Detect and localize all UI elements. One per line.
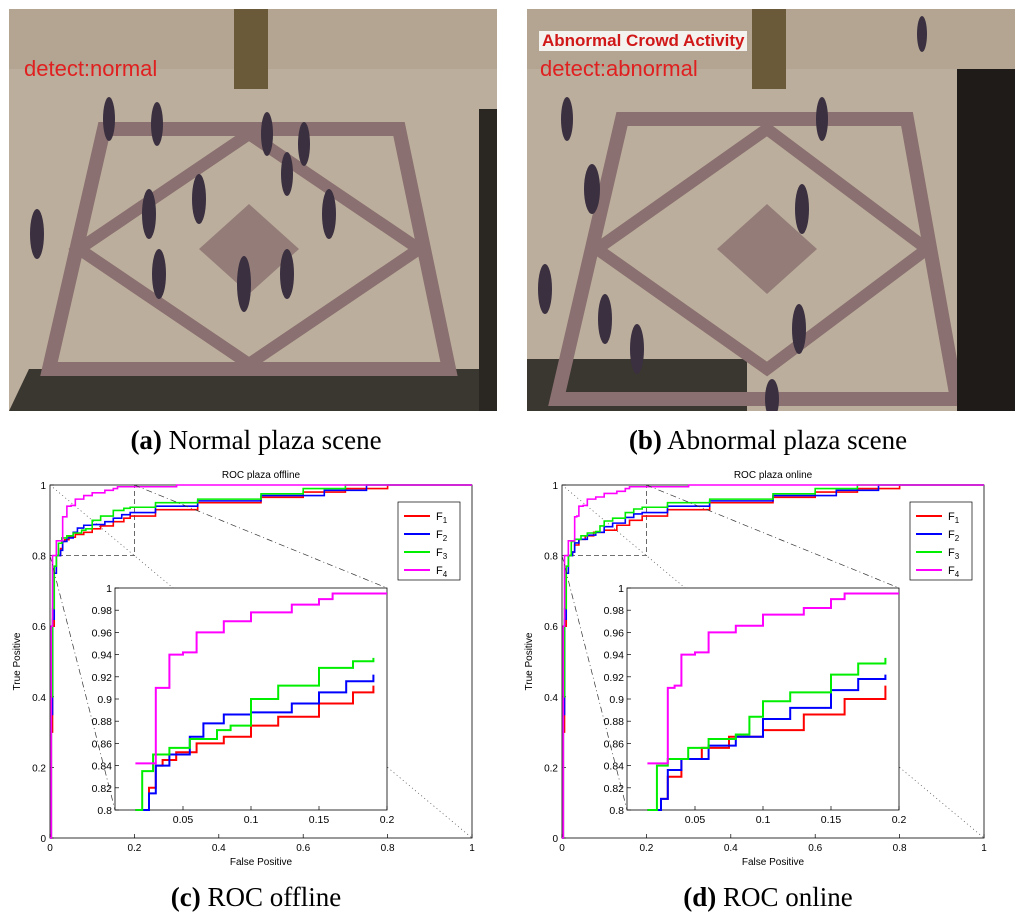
y-tick-label: 0	[40, 834, 46, 845]
x-tick-label: 0.4	[724, 843, 738, 854]
inset-y-tick-label: 0.8	[609, 805, 624, 817]
detect-normal-label: detect:normal	[24, 56, 158, 81]
inset-y-tick-label: 0.94	[604, 650, 625, 662]
zoom-connector	[561, 555, 628, 811]
y-tick-label: 0.8	[32, 552, 46, 563]
legend	[397, 501, 461, 581]
legend-label-f3: F3	[436, 547, 448, 561]
x-tick-label: 0	[559, 843, 565, 854]
inset-x-tick-label: 0.2	[892, 814, 907, 826]
inset-y-tick-label: 0.94	[92, 650, 113, 662]
zoom-region-box	[562, 485, 647, 556]
legend-label-f3: F3	[948, 547, 960, 561]
y-tick-label: 0.6	[32, 622, 46, 633]
inset-series-line-f2	[135, 674, 375, 811]
inset-series-line-f4	[647, 592, 899, 765]
x-tick-label: 0.2	[639, 843, 653, 854]
inset-y-tick-label: 0.9	[609, 694, 624, 706]
y-tick-label: 0.6	[544, 622, 558, 633]
inset-x-tick-label: 0.15	[821, 814, 842, 826]
zoom-region-box	[50, 485, 135, 556]
inset-y-tick-label: 0.98	[92, 605, 113, 617]
y-axis-label: True Positive	[524, 632, 535, 690]
series-line-f4	[50, 484, 472, 839]
legend-label-f1: F1	[948, 511, 960, 525]
x-tick-label: 0.4	[212, 843, 226, 854]
y-axis-label: True Positive	[12, 632, 23, 690]
x-tick-label: 1	[469, 843, 475, 854]
y-tick-label: 1	[552, 481, 558, 492]
series-line-f4	[562, 484, 984, 839]
roc-online-chart: ROC plaza online False Positive True Posit…	[512, 460, 1024, 870]
inset-series-line-f4	[135, 592, 387, 765]
series-line-f2	[562, 484, 984, 839]
y-tick-label: 0.4	[544, 693, 558, 704]
y-tick-label: 0.2	[32, 763, 46, 774]
y-tick-label: 0.2	[544, 763, 558, 774]
legend-label-f4: F4	[948, 565, 960, 579]
inset-y-tick-label: 0.84	[92, 761, 113, 773]
inset-y-tick-label: 0.82	[604, 783, 625, 795]
inset-y-tick-label: 0.96	[92, 627, 113, 639]
inset-y-tick-label: 0.82	[92, 783, 113, 795]
plaza-photo-normal	[9, 9, 497, 411]
y-tick-label: 0	[552, 834, 558, 845]
abnormal-activity-banner: Abnormal Crowd Activity	[539, 31, 748, 51]
x-tick-label: 0.2	[127, 843, 141, 854]
legend-label-f4: F4	[436, 565, 448, 579]
x-axis-label: False Positive	[230, 857, 293, 868]
inset-y-tick-label: 0.86	[92, 738, 113, 750]
inset-x-tick-label: 0.1	[244, 814, 259, 826]
inset-x-tick-label: 0.05	[173, 814, 194, 826]
plaza-photo-abnormal	[527, 9, 1015, 411]
inset-x-tick-label: 0.05	[685, 814, 706, 826]
y-tick-label: 1	[40, 481, 46, 492]
legend	[909, 501, 973, 581]
inset-y-tick-label: 0.96	[604, 627, 625, 639]
inset-series-line-f3	[135, 657, 375, 811]
detect-abnormal-label: detect:abnormal	[540, 56, 698, 81]
chart-title: ROC plaza online	[734, 470, 813, 481]
caption-b: (b) Abnormal plaza scene	[628, 425, 908, 455]
y-tick-label: 0.4	[32, 693, 46, 704]
caption-c: (c) ROC offline	[170, 882, 342, 912]
x-tick-label: 0.6	[296, 843, 310, 854]
series-line-f2	[50, 484, 472, 839]
series-line-f3	[562, 484, 984, 839]
legend-label-f2: F2	[436, 529, 448, 543]
inset-y-tick-label: 1	[106, 583, 112, 595]
x-tick-label: 0.6	[808, 843, 822, 854]
legend-label-f1: F1	[436, 511, 448, 525]
chart-title: ROC plaza offline	[222, 470, 301, 481]
series-line-f3	[50, 484, 472, 839]
x-tick-label: 0.8	[381, 843, 395, 854]
x-tick-label: 1	[981, 843, 987, 854]
roc-offline-chart: ROC plaza offline False Positive True Posi…	[0, 460, 512, 870]
caption-a: (a) Normal plaza scene	[130, 425, 382, 455]
inset-y-tick-label: 0.8	[97, 805, 112, 817]
x-axis-label: False Positive	[742, 857, 805, 868]
inset-series-line-f1	[135, 685, 375, 811]
inset-y-tick-label: 1	[618, 583, 624, 595]
zoom-connector	[49, 555, 116, 811]
caption-d: (d) ROC online	[683, 882, 853, 912]
x-tick-label: 0	[47, 843, 53, 854]
inset-y-tick-label: 0.98	[604, 605, 625, 617]
inset-y-tick-label: 0.84	[604, 761, 625, 773]
x-tick-label: 0.8	[893, 843, 907, 854]
inset-x-tick-label: 0.2	[380, 814, 395, 826]
inset-x-tick-label: 0.15	[309, 814, 330, 826]
inset-y-tick-label: 0.88	[604, 716, 625, 728]
y-tick-label: 0.8	[544, 552, 558, 563]
inset-x-tick-label: 0.1	[756, 814, 771, 826]
inset-y-tick-label: 0.92	[604, 672, 625, 684]
inset-y-tick-label: 0.92	[92, 672, 113, 684]
legend-label-f2: F2	[948, 529, 960, 543]
inset-y-tick-label: 0.9	[97, 694, 112, 706]
inset-y-tick-label: 0.88	[92, 716, 113, 728]
inset-y-tick-label: 0.86	[604, 738, 625, 750]
